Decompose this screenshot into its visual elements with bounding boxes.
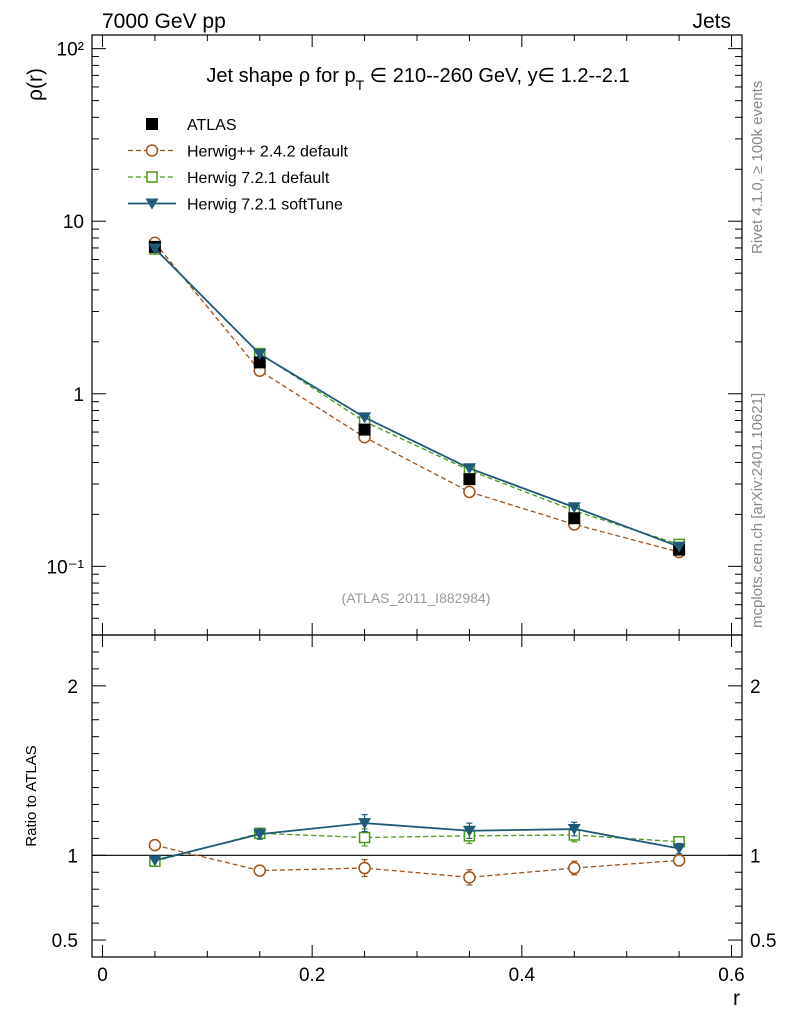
data-point-ratio: [253, 864, 266, 877]
header-right: Jets: [692, 10, 731, 33]
ratio-y-tick-label-left: 0.5: [52, 931, 78, 952]
y-tick-label: 10²: [57, 40, 84, 61]
data-point-ratio: [148, 855, 162, 867]
legend-label: Herwig 7.2.1 softTune: [187, 197, 343, 214]
legend: ATLAS Herwig++ 2.4.2 default Herwig 7.2.1 …: [128, 117, 349, 214]
legend-marker: [145, 198, 159, 210]
series-line-main: [154, 242, 680, 553]
data-point-ratio: [253, 829, 267, 841]
y-tick-label: 10⁻¹: [47, 557, 85, 578]
chart-title-subscript: T: [356, 77, 365, 93]
ratio-panel: 0 0.2 0.4 0.6 2 2 1 1 0.5 0.5 Ratio to ATLAS r: [23, 634, 776, 1010]
legend-label: Herwig 7.2.1 default: [187, 170, 330, 187]
data-point-ratio: [358, 831, 371, 844]
x-tick-label: 0: [97, 965, 108, 986]
legend-marker: [146, 171, 158, 183]
chart-title: Jet shape ρ for pT ∈ 210--260 GeV, y∈ 1.…: [206, 65, 629, 93]
data-point-main: [672, 541, 686, 553]
chart-title-prefix: Jet shape ρ for p: [206, 65, 355, 87]
data-point-main: [358, 412, 372, 424]
data-point-ratio: [672, 854, 686, 867]
series-line-ratio: [154, 822, 680, 862]
series-line-ratio: [154, 832, 680, 862]
legend-marker: [146, 118, 158, 130]
data-point-ratio: [568, 861, 581, 875]
data-point-ratio: [463, 871, 476, 884]
x-tick-label: 0.6: [718, 965, 744, 986]
ratio-plot-frame: [91, 634, 743, 958]
rivet-label: Rivet 4.1.0, ≥ 100k events: [749, 81, 766, 254]
series-line-main: [154, 247, 680, 548]
ratio-y-tick-label-right: 2: [750, 677, 761, 698]
main-series-group: [148, 236, 686, 559]
main-panel: 10² 10 1 10⁻¹ Jet shape ρ for pT ∈ 210--260…: [24, 34, 743, 636]
data-point-ratio: [462, 825, 476, 837]
series-line-main: [154, 248, 680, 546]
chart-title-suffix: ∈ 210--260 GeV, y∈ 1.2--2.1: [364, 65, 629, 87]
data-point-main: [148, 243, 162, 255]
ratio-y-tick-label-right: 0.5: [750, 931, 776, 952]
data-point-main: [358, 423, 371, 436]
ratio-y-tick-label-left: 2: [67, 677, 78, 698]
main-axis-ticks: 10² 10 1 10⁻¹: [47, 35, 742, 636]
y-tick-label: 1: [73, 385, 84, 406]
data-point-ratio: [358, 861, 371, 875]
legend-label: ATLAS: [187, 117, 237, 134]
data-point-ratio: [148, 838, 162, 852]
legend-label: Herwig++ 2.4.2 default: [187, 144, 349, 161]
data-point-main: [463, 473, 476, 486]
x-axis-label: r: [733, 987, 740, 1010]
watermark: (ATLAS_2011_I882984): [342, 590, 491, 606]
data-point-main: [253, 349, 267, 361]
x-tick-label: 0.4: [509, 965, 536, 986]
data-point-ratio: [358, 818, 372, 830]
data-point-main: [463, 485, 476, 499]
data-point-main: [568, 512, 581, 525]
data-point-main: [567, 502, 581, 514]
x-tick-label: 0.2: [299, 965, 325, 986]
series-line-ratio: [154, 844, 680, 878]
data-point-main: [253, 356, 266, 369]
y-tick-label: 10: [63, 212, 84, 233]
legend-marker: [145, 144, 159, 157]
ratio-series-group: [148, 814, 686, 886]
ratio-y-axis-label: Ratio to ATLAS: [23, 745, 40, 846]
data-point-ratio: [672, 843, 686, 855]
data-point-main: [462, 463, 476, 475]
mcplots-label: mcplots.cern.ch [arXiv:2401.10621]: [749, 393, 766, 628]
ratio-y-tick-label-right: 1: [750, 846, 761, 867]
ratio-axis-ticks: 0 0.2 0.4 0.6 2 2 1 1 0.5 0.5: [52, 634, 776, 986]
y-axis-label: ρ(r): [24, 68, 47, 101]
data-point-ratio: [567, 824, 581, 836]
ratio-y-tick-label-left: 1: [67, 846, 78, 867]
header-left: 7000 GeV pp: [102, 10, 226, 33]
